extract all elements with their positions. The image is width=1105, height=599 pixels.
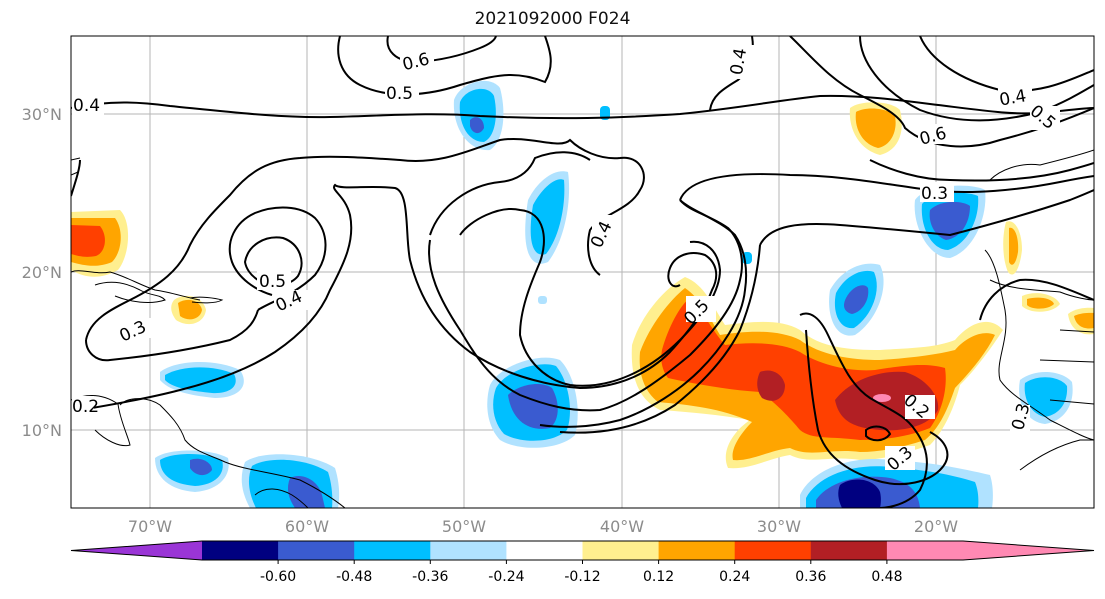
- contour-label: 0.5: [386, 84, 413, 104]
- negative-anomaly-region: [287, 475, 325, 508]
- colorbar-tick-label: -0.24: [488, 569, 524, 585]
- positive-anomaly-region: [1009, 227, 1019, 265]
- lat-tick-label: 10°N: [22, 421, 62, 440]
- positive-anomaly-region: [1027, 297, 1054, 309]
- contour-label: 0.2: [72, 397, 99, 417]
- negative-anomaly-region: [165, 367, 236, 394]
- negative-anomaly-region: [530, 179, 565, 255]
- lat-tick-label: 20°N: [22, 263, 62, 282]
- colorbar-segment: [582, 541, 660, 560]
- colorbar-tick-label: -0.12: [564, 569, 600, 585]
- lon-tick-label: 70°W: [128, 517, 172, 536]
- colorbar-extend-low: [71, 541, 202, 560]
- negative-anomaly-region: [538, 296, 547, 304]
- negative-anomaly-region: [1024, 377, 1068, 417]
- lon-tick-label: 50°W: [442, 517, 486, 536]
- contour-label: 0.3: [921, 184, 948, 204]
- map-title: 2021092000 F024: [474, 9, 631, 29]
- lon-tick-label: 30°W: [757, 517, 801, 536]
- negative-anomaly-region: [844, 285, 869, 314]
- lon-tick-label: 20°W: [914, 517, 958, 536]
- colorbar-segment: [354, 541, 431, 560]
- colorbar-outline: [70, 540, 1095, 561]
- map-frame: [70, 35, 1095, 509]
- contours: [71, 36, 1094, 508]
- colorbar-extend-high: [963, 541, 1094, 560]
- colorbar-segment: [202, 541, 279, 560]
- colorbar-segment: [278, 541, 355, 560]
- colorbar-tick-label: 0.36: [795, 569, 826, 585]
- positive-anomaly-region: [855, 108, 896, 148]
- contour-label: 0.4: [998, 86, 1028, 110]
- contour-label: 0.4: [727, 47, 751, 77]
- colorbar-tick-label: 0.24: [719, 569, 750, 585]
- colorbar: -0.60 -0.48 -0.36 -0.24 -0.12 0.12 0.24 0.36 0.4…: [70, 540, 1095, 585]
- colorbar-tick-label: -0.48: [336, 569, 372, 585]
- colorbar-segment: [658, 541, 736, 560]
- colorbar-segment: [886, 541, 964, 560]
- colorbar-tick-label: -0.60: [260, 569, 296, 585]
- positive-anomaly-region: [178, 299, 202, 320]
- colorbar-tick-label: -0.36: [412, 569, 448, 585]
- negative-anomaly-region: [470, 117, 484, 134]
- positive-anomaly-region: [873, 394, 891, 402]
- positive-anomaly-region: [1074, 312, 1094, 329]
- colorbar-segment: [506, 541, 583, 560]
- colorbar-segment: [810, 541, 888, 560]
- positive-anomaly-region: [71, 225, 105, 257]
- contour-label: 0.5: [259, 272, 286, 292]
- colorbar-tick-label: 0.12: [643, 569, 674, 585]
- lon-tick-label: 40°W: [600, 517, 644, 536]
- negative-anomaly-region: [190, 458, 212, 476]
- positive-anomaly-region: [757, 370, 785, 401]
- longitude-axis: 70°W 60°W 50°W 40°W 30°W 20°W: [128, 517, 958, 536]
- lat-tick-label: 30°N: [22, 105, 62, 124]
- colorbar-segment: [734, 541, 812, 560]
- coastlines: [71, 149, 1094, 508]
- lon-tick-label: 60°W: [285, 517, 329, 536]
- colorbar-segment: [430, 541, 507, 560]
- contour-label: 0.4: [73, 96, 100, 116]
- negative-anomaly-region: [838, 479, 881, 508]
- negative-anomaly-region: [929, 201, 970, 240]
- colorbar-tick-label: 0.48: [871, 569, 902, 585]
- latitude-axis: 30°N 20°N 10°N: [22, 105, 62, 440]
